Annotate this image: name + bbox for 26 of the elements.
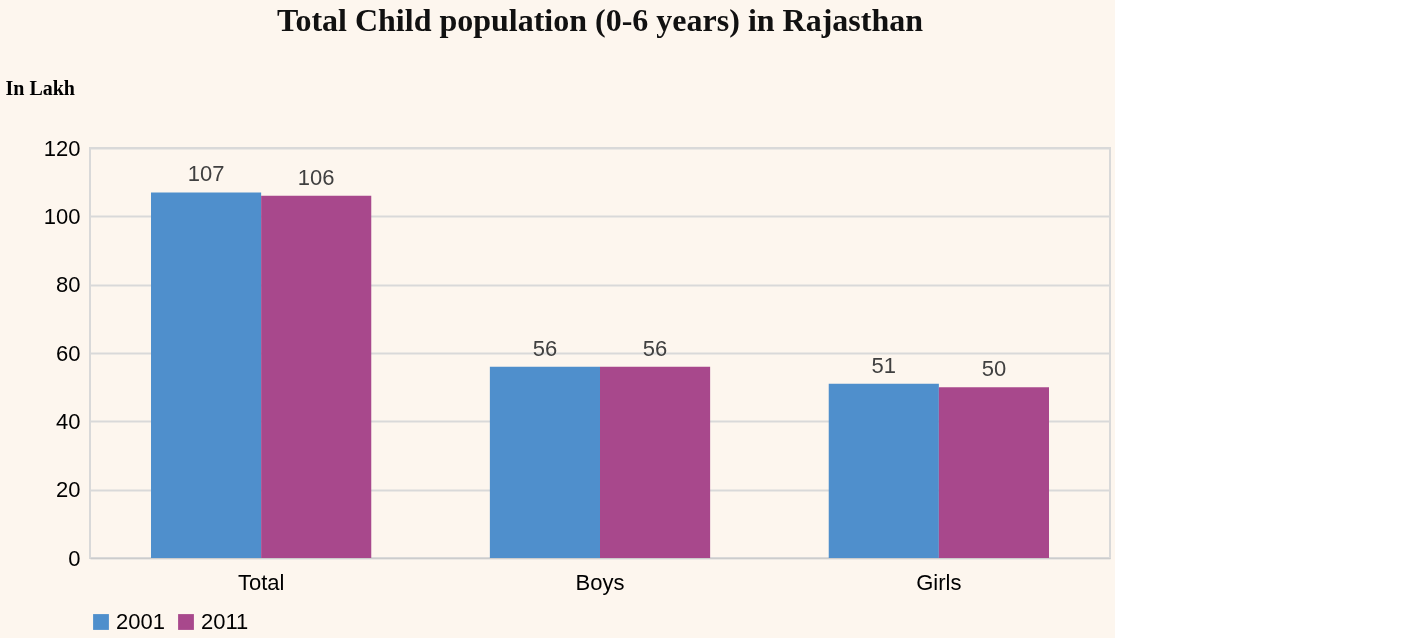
legend-label: 2011: [201, 609, 249, 634]
bar: [938, 387, 1049, 558]
bar: [151, 192, 262, 558]
bar: [261, 195, 372, 558]
data-label: 51: [871, 352, 897, 378]
y-tick-label: 100: [43, 203, 81, 229]
data-label: 56: [532, 335, 558, 361]
y-axis-title: In Lakh: [5, 76, 75, 99]
data-label: 107: [187, 161, 225, 187]
y-tick-label: 80: [56, 272, 81, 298]
x-tick-label: Total: [237, 569, 285, 595]
data-label: 50: [981, 356, 1007, 382]
chart-title: Total Child population (0-6 years) in Rajasthan: [276, 2, 924, 38]
data-label: 106: [297, 164, 335, 190]
legend-label: 2001: [116, 609, 165, 634]
y-tick-label: 0: [68, 545, 81, 571]
x-tick-label: Girls: [916, 569, 962, 595]
y-tick-label: 40: [56, 408, 81, 434]
bar: [489, 366, 600, 558]
bar: [828, 383, 939, 558]
y-tick-label: 120: [43, 135, 81, 161]
x-tick-label: Boys: [575, 569, 625, 595]
y-tick-label: 20: [56, 477, 81, 503]
bar: [600, 366, 711, 558]
y-tick-label: 60: [56, 340, 81, 366]
data-label: 56: [642, 335, 668, 361]
